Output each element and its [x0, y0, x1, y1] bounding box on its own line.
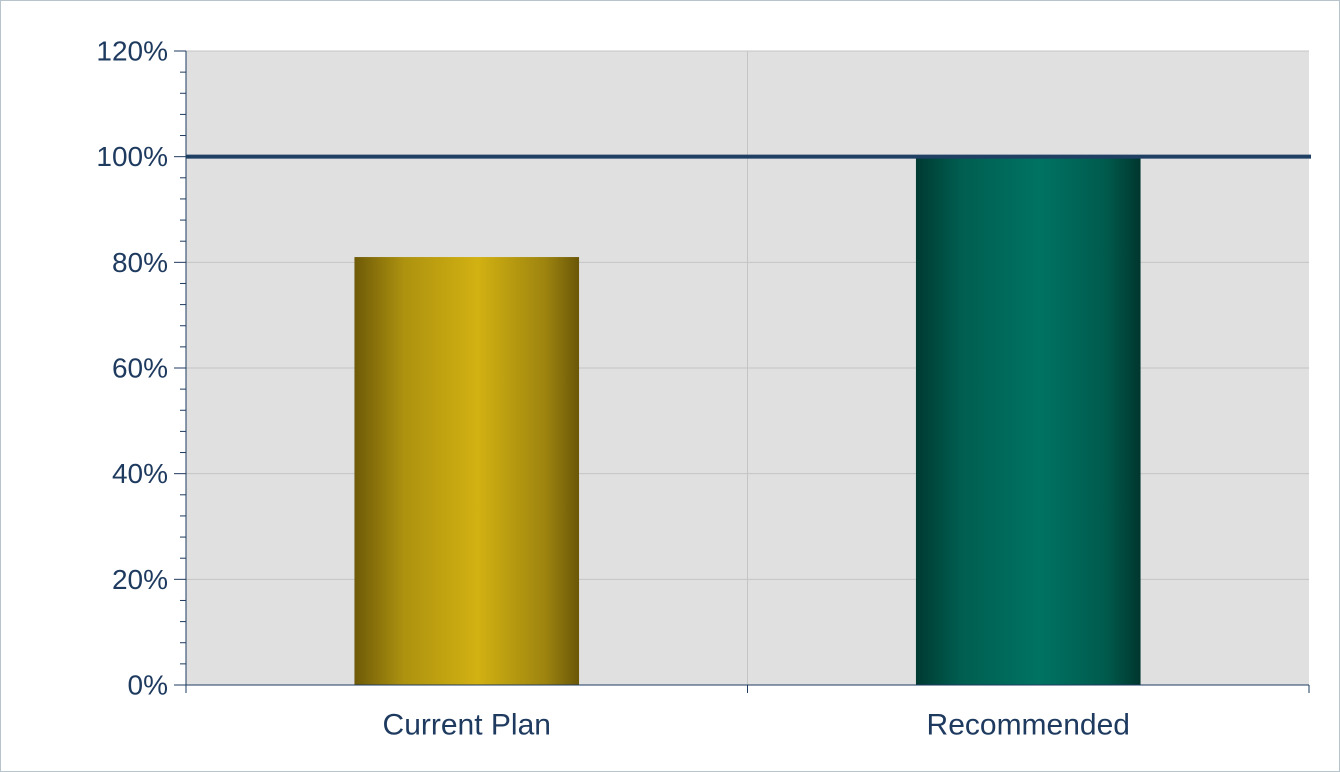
x-category-label: Current Plan [383, 709, 551, 742]
bars [354, 156, 1141, 685]
axis-labels: 0% 20% 40% 60% 80% 100% 120% Current Plan Recomm… [96, 36, 1130, 742]
y-tick-label: 0% [128, 670, 168, 701]
y-tick-label: 80% [112, 247, 168, 278]
y-tick-label: 100% [96, 141, 168, 172]
y-tick-label: 60% [112, 353, 168, 384]
bar-recommended [915, 156, 1141, 685]
bar-current-plan [354, 257, 580, 685]
y-tick-label: 120% [96, 36, 168, 67]
y-tick-label: 20% [112, 564, 168, 595]
x-category-label: Recommended [927, 709, 1130, 742]
y-tick-label: 40% [112, 458, 168, 489]
